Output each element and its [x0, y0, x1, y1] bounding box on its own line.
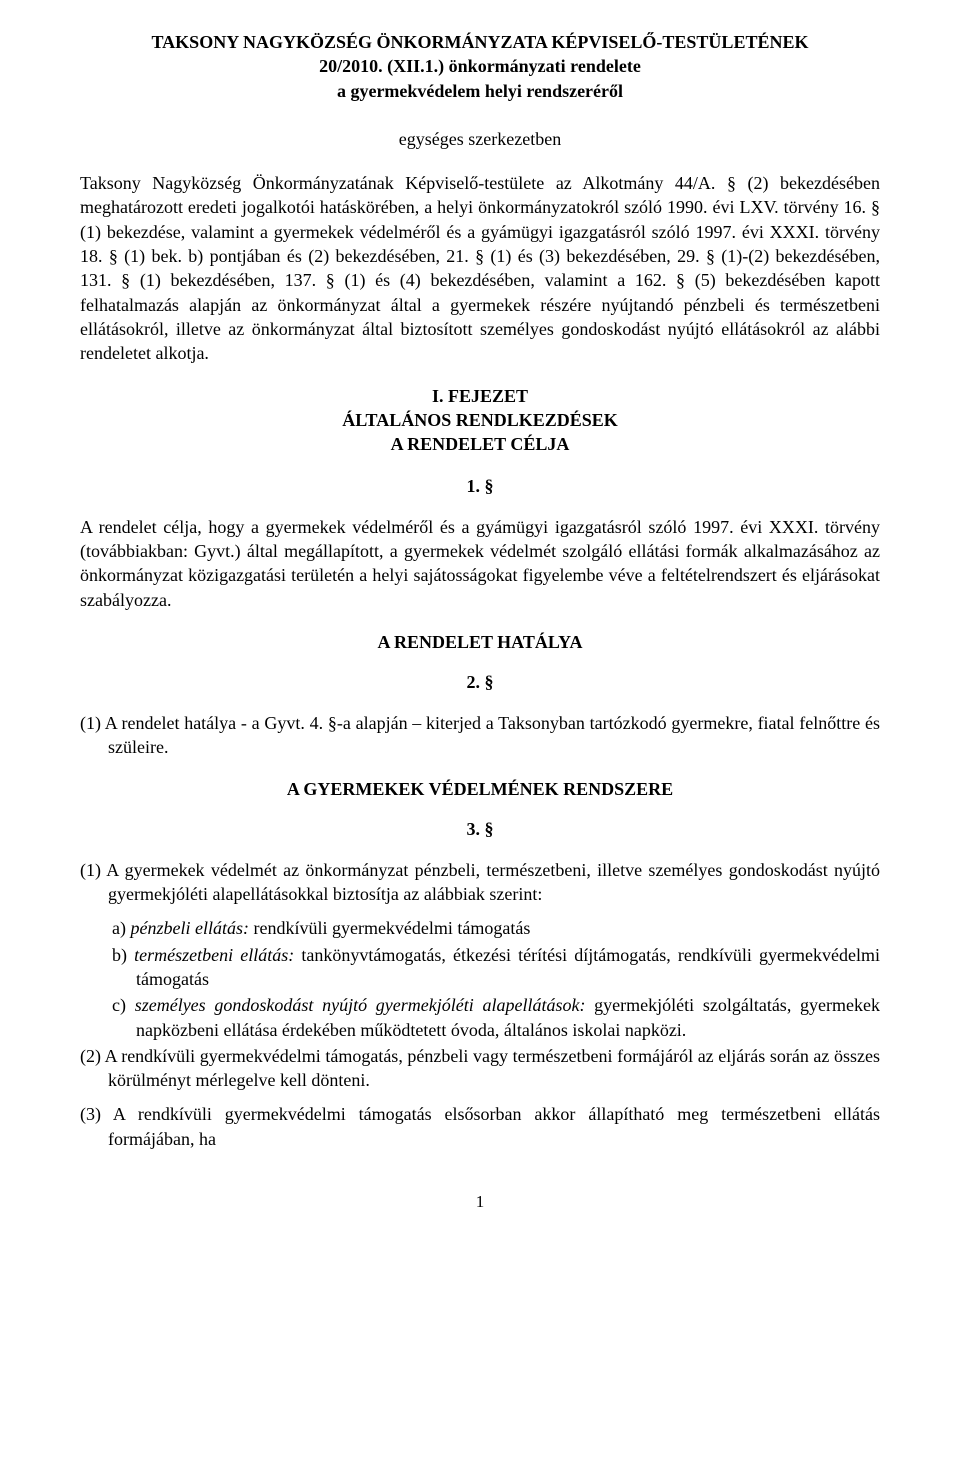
section-3-item-2: (2) A rendkívüli gyermekvédelmi támogatá… — [80, 1044, 880, 1093]
section-3-item-1-lead: (1) A gyermekek védelmét az önkormányzat… — [80, 858, 880, 907]
title-line-3: a gyermekvédelem helyi rendszeréről — [80, 79, 880, 103]
document-title-block: TAKSONY NAGYKÖZSÉG ÖNKORMÁNYZATA KÉPVISE… — [80, 30, 880, 103]
section-2-item-1: (1) A rendelet hatálya - a Gyvt. 4. §-a … — [80, 711, 880, 760]
section-3-item-3: (3) A rendkívüli gyermekvédelmi támogatá… — [80, 1102, 880, 1151]
section-3-item-b: b) természetbeni ellátás: tankönyvtámoga… — [80, 943, 880, 992]
item-a-italic: pénzbeli ellátás: — [130, 918, 248, 938]
section-2-number: 2. § — [80, 670, 880, 694]
item-c-label: c) — [112, 995, 126, 1015]
heading-rendelet-hatalya: A RENDELET HATÁLYA — [80, 630, 880, 654]
section-3-item-a: a) pénzbeli ellátás: rendkívüli gyermekv… — [80, 916, 880, 940]
item-c-italic: személyes gondoskodást nyújtó gyermekjól… — [135, 995, 586, 1015]
title-line-1: TAKSONY NAGYKÖZSÉG ÖNKORMÁNYZATA KÉPVISE… — [80, 30, 880, 54]
subheader: egységes szerkezetben — [80, 127, 880, 151]
heading-gyermekek-vedelme: A GYERMEKEK VÉDELMÉNEK RENDSZERE — [80, 777, 880, 801]
title-line-2: 20/2010. (XII.1.) önkormányzati rendelet… — [80, 54, 880, 78]
page-number: 1 — [80, 1191, 880, 1214]
section-1-number: 1. § — [80, 474, 880, 498]
item-b-italic: természetbeni ellátás: — [134, 945, 294, 965]
item-a-rest: rendkívüli gyermekvédelmi támogatás — [249, 918, 530, 938]
section-3-item-c: c) személyes gondoskodást nyújtó gyermek… — [80, 993, 880, 1042]
chapter-1-heading: I. FEJEZET ÁLTALÁNOS RENDLKEZDÉSEK A REN… — [80, 384, 880, 457]
intro-paragraph: Taksony Nagyközség Önkormányzatának Képv… — [80, 171, 880, 365]
chapter-1-num: I. FEJEZET — [80, 384, 880, 408]
chapter-1-line2: ÁLTALÁNOS RENDLKEZDÉSEK — [80, 408, 880, 432]
chapter-1-line3: A RENDELET CÉLJA — [80, 432, 880, 456]
item-b-label: b) — [112, 945, 127, 965]
item-a-label: a) — [112, 918, 126, 938]
section-3-number: 3. § — [80, 817, 880, 841]
section-1-text: A rendelet célja, hogy a gyermekek védel… — [80, 515, 880, 612]
